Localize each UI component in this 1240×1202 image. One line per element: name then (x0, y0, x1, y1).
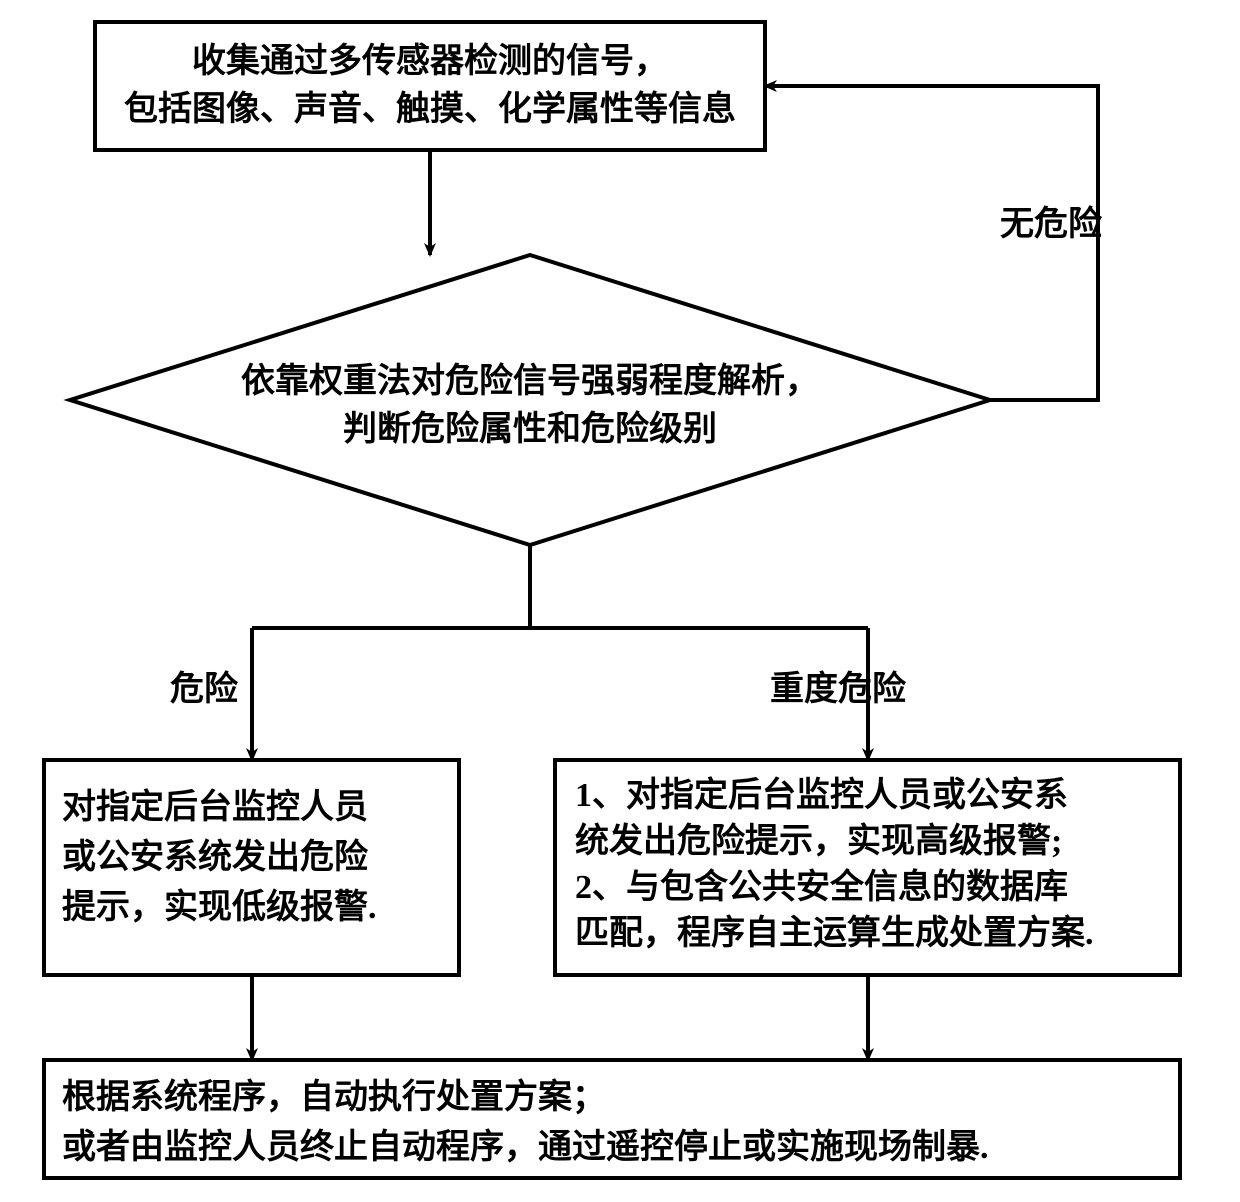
node-n3-line-0: 对指定后台监控人员 (62, 788, 368, 826)
label-l2: 危险 (170, 669, 239, 708)
node-n3-line-2: 提示，实现低级报警. (62, 888, 377, 926)
node-n5-line-0: 根据系统程序，自动执行处置方案； (62, 1078, 606, 1116)
nodes-layer: 收集通过多传感器检测的信号， 包括图像、声音、触摸、化学属性等信息依靠权重法对危险… (44, 22, 1180, 1178)
flowchart-canvas: 收集通过多传感器检测的信号， 包括图像、声音、触摸、化学属性等信息依靠权重法对危险… (0, 0, 1240, 1202)
node-n4-line-3: 匹配，程序自主运算生成处置方案. (575, 914, 1094, 952)
labels-layer: 无危险危险 重度危险 (170, 204, 1103, 708)
node-n2-line-1: 判断危险属性和危险级别 (343, 409, 717, 448)
label-l1: 无危险 (1000, 204, 1103, 243)
node-n5-line-1: 或者由监控人员终止自动程序，通过遥控停止或实施现场制暴. (62, 1128, 989, 1166)
node-n2: 依靠权重法对危险信号强弱程度解析， 判断危险属性和危险级别 (70, 255, 990, 545)
node-n4: 1、对指定后台监控人员或公安系统发出危险提示，实现高级报警; 2、与包含公共安全信… (555, 760, 1180, 975)
node-n1-line-1: 包括图像、声音、触摸、化学属性等信息 (124, 89, 736, 128)
node-n4-line-0: 1、对指定后台监控人员或公安系 (575, 776, 1068, 814)
node-n1: 收集通过多传感器检测的信号， 包括图像、声音、触摸、化学属性等信息 (95, 22, 765, 150)
node-n3: 对指定后台监控人员或公安系统发出危险提示，实现低级报警. (44, 760, 459, 975)
node-n4-line-2: 2、与包含公共安全信息的数据库 (575, 867, 1068, 906)
node-n3-line-1: 或公安系统发出危险 (62, 837, 369, 876)
node-n4-line-1: 统发出危险提示，实现高级报警; (575, 821, 1062, 860)
edges-layer (252, 86, 1100, 1060)
label-l3: 重度危险 (770, 669, 907, 708)
node-n2-line-0: 依靠权重法对危险信号强弱程度解析， (241, 361, 819, 400)
node-n5: 根据系统程序，自动执行处置方案； 或者由监控人员终止自动程序，通过遥控停止或实施现… (44, 1060, 1180, 1178)
node-n1-line-0: 收集通过多传感器检测的信号， (192, 41, 668, 80)
